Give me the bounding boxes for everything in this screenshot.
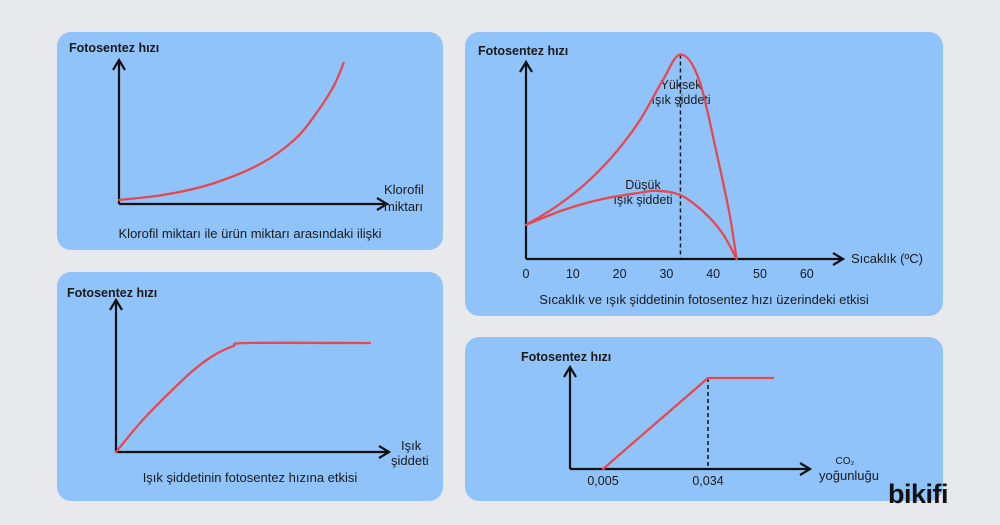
- low-light-label-line1: Düşük: [625, 178, 661, 192]
- x-axis-label-line2: miktarı: [384, 199, 423, 214]
- x-axis: [570, 462, 813, 476]
- temperature-chart: Fotosentez hızı Sıcaklık (ºC) 0 10 20 30 40 5…: [478, 44, 923, 307]
- chlorophyll-chart: Fotosentez hızı Klorofil miktarı Klorofi…: [69, 41, 424, 241]
- x-tick-label: 60: [800, 267, 814, 281]
- y-axis-label: Fotosentez hızı: [478, 44, 568, 58]
- x-axis-label: Sıcaklık (ºC): [851, 251, 923, 266]
- light-intensity-chart: Fotosentez hızı Işık şiddeti Işık şiddet…: [67, 286, 429, 485]
- low-light-label-line2: ışık şiddeti: [613, 193, 672, 207]
- x-tick-label: 0: [523, 267, 530, 281]
- y-axis: [563, 364, 577, 469]
- y-axis: [109, 297, 123, 452]
- bikifi-logo: bikifi: [888, 479, 949, 509]
- x-axis-label-line2: yoğunluğu: [819, 468, 879, 483]
- x-axis: [526, 252, 846, 266]
- series-line: [117, 61, 345, 202]
- x-axis: [119, 197, 390, 211]
- chart-caption: Klorofil miktarı ile ürün miktarı arasın…: [119, 226, 382, 241]
- co2-chart: Fotosentez hızı CO₂ yoğunluğu 0,005 0,03…: [521, 350, 879, 488]
- low-light-series-line: [524, 189, 738, 261]
- high-light-label-line1: Yüksek: [661, 78, 703, 92]
- chart-panel-chlorophyll: Fotosentez hızı Klorofil miktarı Klorofi…: [57, 32, 443, 250]
- high-light-series-line: [524, 53, 738, 261]
- x-tick-label: 30: [659, 267, 673, 281]
- y-axis-label: Fotosentez hızı: [69, 41, 159, 55]
- y-axis-label: Fotosentez hızı: [521, 350, 611, 364]
- x-axis-label-line1: Işık: [401, 438, 422, 453]
- x-tick-label: 0,034: [692, 474, 723, 488]
- chart-caption: Işık şiddetinin fotosentez hızına etkisi: [143, 470, 358, 485]
- x-tick-label: 50: [753, 267, 767, 281]
- y-axis: [112, 57, 126, 204]
- x-tick-label: 40: [706, 267, 720, 281]
- x-axis: [116, 445, 392, 459]
- x-tick-label: 20: [613, 267, 627, 281]
- series-line: [601, 376, 775, 471]
- y-axis: [519, 59, 533, 259]
- y-axis-label: Fotosentez hızı: [67, 286, 157, 300]
- series-line: [114, 341, 372, 454]
- chart-panel-light-intensity: Fotosentez hızı Işık şiddeti Işık şiddet…: [57, 272, 443, 501]
- x-tick-label: 0,005: [587, 474, 618, 488]
- chart-panel-temperature: Fotosentez hızı Sıcaklık (ºC) 0 10 20 30 40 5…: [465, 32, 943, 316]
- x-tick-label: 10: [566, 267, 580, 281]
- x-axis-label-line2: şiddeti: [391, 453, 429, 468]
- chart-caption: Sıcaklık ve ışık şiddetinin fotosentez h…: [539, 292, 869, 307]
- x-axis-label-line1: Klorofil: [384, 182, 424, 197]
- x-axis-label-line1: CO₂: [836, 456, 855, 467]
- chart-panel-co2: Fotosentez hızı CO₂ yoğunluğu 0,005 0,03…: [465, 337, 943, 501]
